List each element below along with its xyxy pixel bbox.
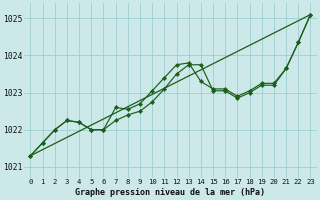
X-axis label: Graphe pression niveau de la mer (hPa): Graphe pression niveau de la mer (hPa): [76, 188, 266, 197]
